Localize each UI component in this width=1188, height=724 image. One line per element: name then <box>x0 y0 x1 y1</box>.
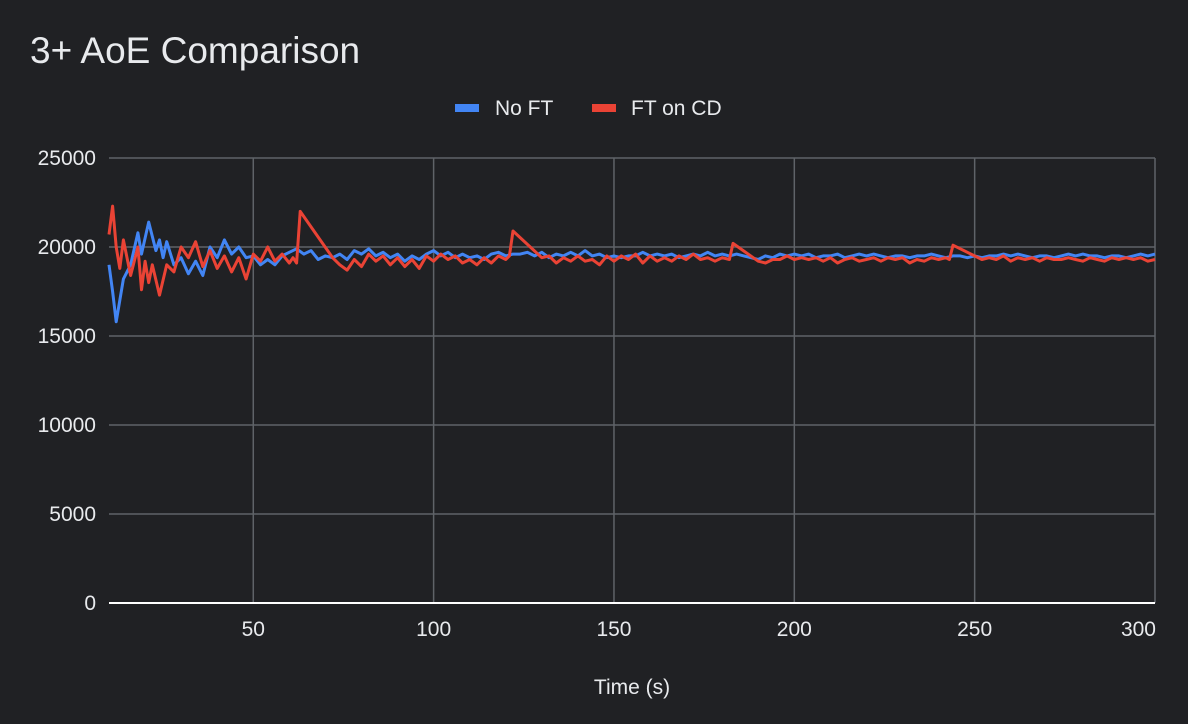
legend: No FT FT on CD <box>455 97 722 120</box>
x-axis-label: Time (s) <box>594 676 670 699</box>
x-axis-ticks: 50 100 150 200 250 300 <box>242 618 1156 641</box>
y-tick-label: 10000 <box>38 414 96 437</box>
x-tick-label: 250 <box>957 618 992 641</box>
x-tick-label: 200 <box>777 618 812 641</box>
series-line-ft-on-cd <box>107 204 1156 297</box>
y-axis-ticks: 0 5000 10000 15000 20000 25000 <box>38 147 96 615</box>
legend-label-ft-on-cd: FT on CD <box>631 97 722 120</box>
series-lines <box>107 204 1156 324</box>
y-tick-label: 0 <box>84 592 96 615</box>
x-tick-label: 50 <box>242 618 265 641</box>
y-tick-label: 25000 <box>38 147 96 170</box>
y-tick-label: 15000 <box>38 325 96 348</box>
chart-title: 3+ AoE Comparison <box>30 30 360 71</box>
y-tick-label: 5000 <box>49 503 96 526</box>
gridlines <box>109 157 1156 603</box>
legend-swatch-ft-on-cd <box>592 104 616 112</box>
legend-swatch-no-ft <box>455 104 479 112</box>
x-tick-label: 150 <box>596 618 631 641</box>
x-tick-label: 300 <box>1121 618 1156 641</box>
legend-label-no-ft: No FT <box>495 97 554 120</box>
y-tick-label: 20000 <box>38 236 96 259</box>
x-tick-label: 100 <box>416 618 451 641</box>
